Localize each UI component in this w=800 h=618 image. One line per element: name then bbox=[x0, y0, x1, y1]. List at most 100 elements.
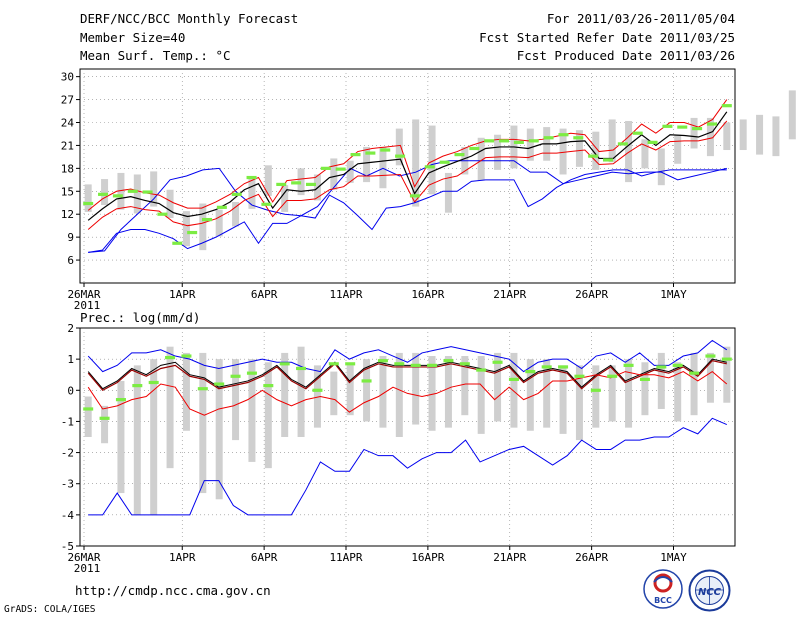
ensemble-box bbox=[297, 346, 305, 437]
ensemble-box bbox=[592, 131, 600, 170]
x-tick-label: 21APR bbox=[493, 288, 526, 301]
observed-marker bbox=[632, 131, 643, 135]
observed-marker bbox=[230, 374, 241, 378]
observed-marker bbox=[427, 363, 438, 367]
ensemble-box bbox=[379, 356, 387, 428]
observed-marker bbox=[377, 359, 388, 363]
ensemble-box bbox=[608, 365, 616, 422]
observed-marker bbox=[525, 370, 536, 374]
observed-marker bbox=[647, 140, 658, 144]
ncc-logo: NCC bbox=[688, 569, 731, 612]
ensemble-box bbox=[182, 352, 190, 431]
ensemble-box bbox=[592, 365, 600, 428]
observed-marker bbox=[365, 151, 376, 155]
observed-marker bbox=[214, 382, 225, 386]
observed-marker bbox=[165, 355, 176, 360]
ensemble-box bbox=[706, 117, 714, 157]
ncc-logo-text: NCC bbox=[698, 587, 722, 598]
observed-marker bbox=[639, 377, 650, 381]
observed-marker bbox=[721, 104, 732, 108]
ensemble-box bbox=[494, 134, 502, 170]
observed-marker bbox=[508, 377, 519, 381]
ensemble-box bbox=[133, 365, 141, 515]
y-tick-label: 24 bbox=[61, 117, 75, 130]
observed-marker bbox=[83, 201, 94, 206]
series-line-lower bbox=[87, 370, 728, 416]
ensemble-box bbox=[477, 356, 485, 434]
year-label: 2011 bbox=[74, 299, 101, 312]
ensemble-box bbox=[101, 405, 109, 444]
ensemble-box bbox=[444, 172, 452, 213]
chart-title: DERF/NCC/BCC Monthly Forecast bbox=[80, 11, 299, 26]
observed-marker bbox=[574, 374, 585, 378]
observed-marker bbox=[395, 154, 406, 158]
observed-marker bbox=[689, 371, 700, 375]
ensemble-box bbox=[346, 160, 354, 183]
series-line-max bbox=[87, 339, 728, 373]
year-label: 2011 bbox=[74, 562, 101, 575]
ensemble-box bbox=[281, 185, 289, 212]
ensemble-box bbox=[575, 130, 583, 167]
observed-marker bbox=[380, 148, 391, 152]
observed-marker bbox=[623, 363, 634, 367]
observed-marker bbox=[721, 357, 732, 361]
ensemble-box bbox=[346, 365, 354, 416]
ensemble-box bbox=[232, 359, 240, 441]
y-tick-label: -2 bbox=[61, 447, 74, 460]
observed-marker bbox=[706, 122, 717, 126]
ensemble-box bbox=[756, 114, 764, 155]
observed-marker bbox=[83, 407, 94, 411]
y-tick-label: 21 bbox=[61, 139, 74, 152]
observed-marker bbox=[602, 158, 613, 162]
observed-marker bbox=[394, 362, 405, 366]
observed-marker bbox=[142, 190, 153, 194]
ensemble-box bbox=[412, 352, 420, 425]
series-line-upper bbox=[87, 358, 727, 390]
ensemble-box bbox=[641, 139, 649, 169]
observed-marker bbox=[558, 365, 569, 369]
y-tick-label: -3 bbox=[61, 478, 74, 491]
observed-marker bbox=[132, 384, 143, 388]
member-size: Member Size=40 bbox=[80, 30, 186, 45]
ensemble-box bbox=[101, 179, 109, 206]
series-line-min bbox=[88, 417, 728, 516]
series-line-max bbox=[88, 160, 727, 253]
x-tick-label: 11APR bbox=[329, 551, 362, 564]
y-tick-label: 30 bbox=[61, 71, 74, 84]
x-tick-label: 16APR bbox=[411, 551, 444, 564]
ensemble-box bbox=[444, 356, 452, 428]
observed-marker bbox=[492, 360, 503, 364]
variable-label: Mean Surf. Temp.: °C bbox=[80, 48, 231, 63]
ensemble-box bbox=[657, 148, 665, 186]
observed-marker bbox=[617, 142, 628, 146]
ensemble-box bbox=[117, 172, 125, 210]
observed-marker bbox=[276, 182, 287, 187]
source-url-link[interactable]: http://cmdp.ncc.cma.gov.cn bbox=[75, 583, 271, 598]
ensemble-box bbox=[133, 174, 141, 214]
ensemble-box bbox=[117, 380, 125, 494]
ensemble-box bbox=[674, 362, 682, 422]
observed-marker bbox=[263, 384, 274, 388]
x-tick-label: 1MAY bbox=[660, 288, 687, 301]
x-tick-label: 6APR bbox=[251, 288, 278, 301]
ensemble-box bbox=[199, 352, 207, 494]
ensemble-box bbox=[608, 119, 616, 163]
y-tick-label: 9 bbox=[67, 231, 74, 244]
forecast-period: For 2011/03/26-2011/05/04 bbox=[546, 11, 735, 26]
ensemble-box bbox=[248, 177, 256, 209]
observed-marker bbox=[692, 127, 703, 131]
ensemble-box bbox=[395, 352, 403, 437]
observed-marker bbox=[361, 379, 372, 383]
ensemble-box bbox=[723, 346, 731, 403]
observed-marker bbox=[662, 124, 673, 128]
ensemble-box bbox=[215, 209, 223, 237]
observed-marker bbox=[543, 136, 554, 140]
observed-marker bbox=[246, 175, 257, 180]
observed-marker bbox=[231, 192, 242, 196]
y-tick-label: 27 bbox=[61, 94, 74, 107]
observed-marker bbox=[656, 365, 667, 369]
ensemble-box bbox=[690, 352, 698, 416]
observed-marker bbox=[528, 139, 539, 143]
observed-marker bbox=[499, 139, 510, 143]
ensemble-box bbox=[723, 122, 731, 151]
